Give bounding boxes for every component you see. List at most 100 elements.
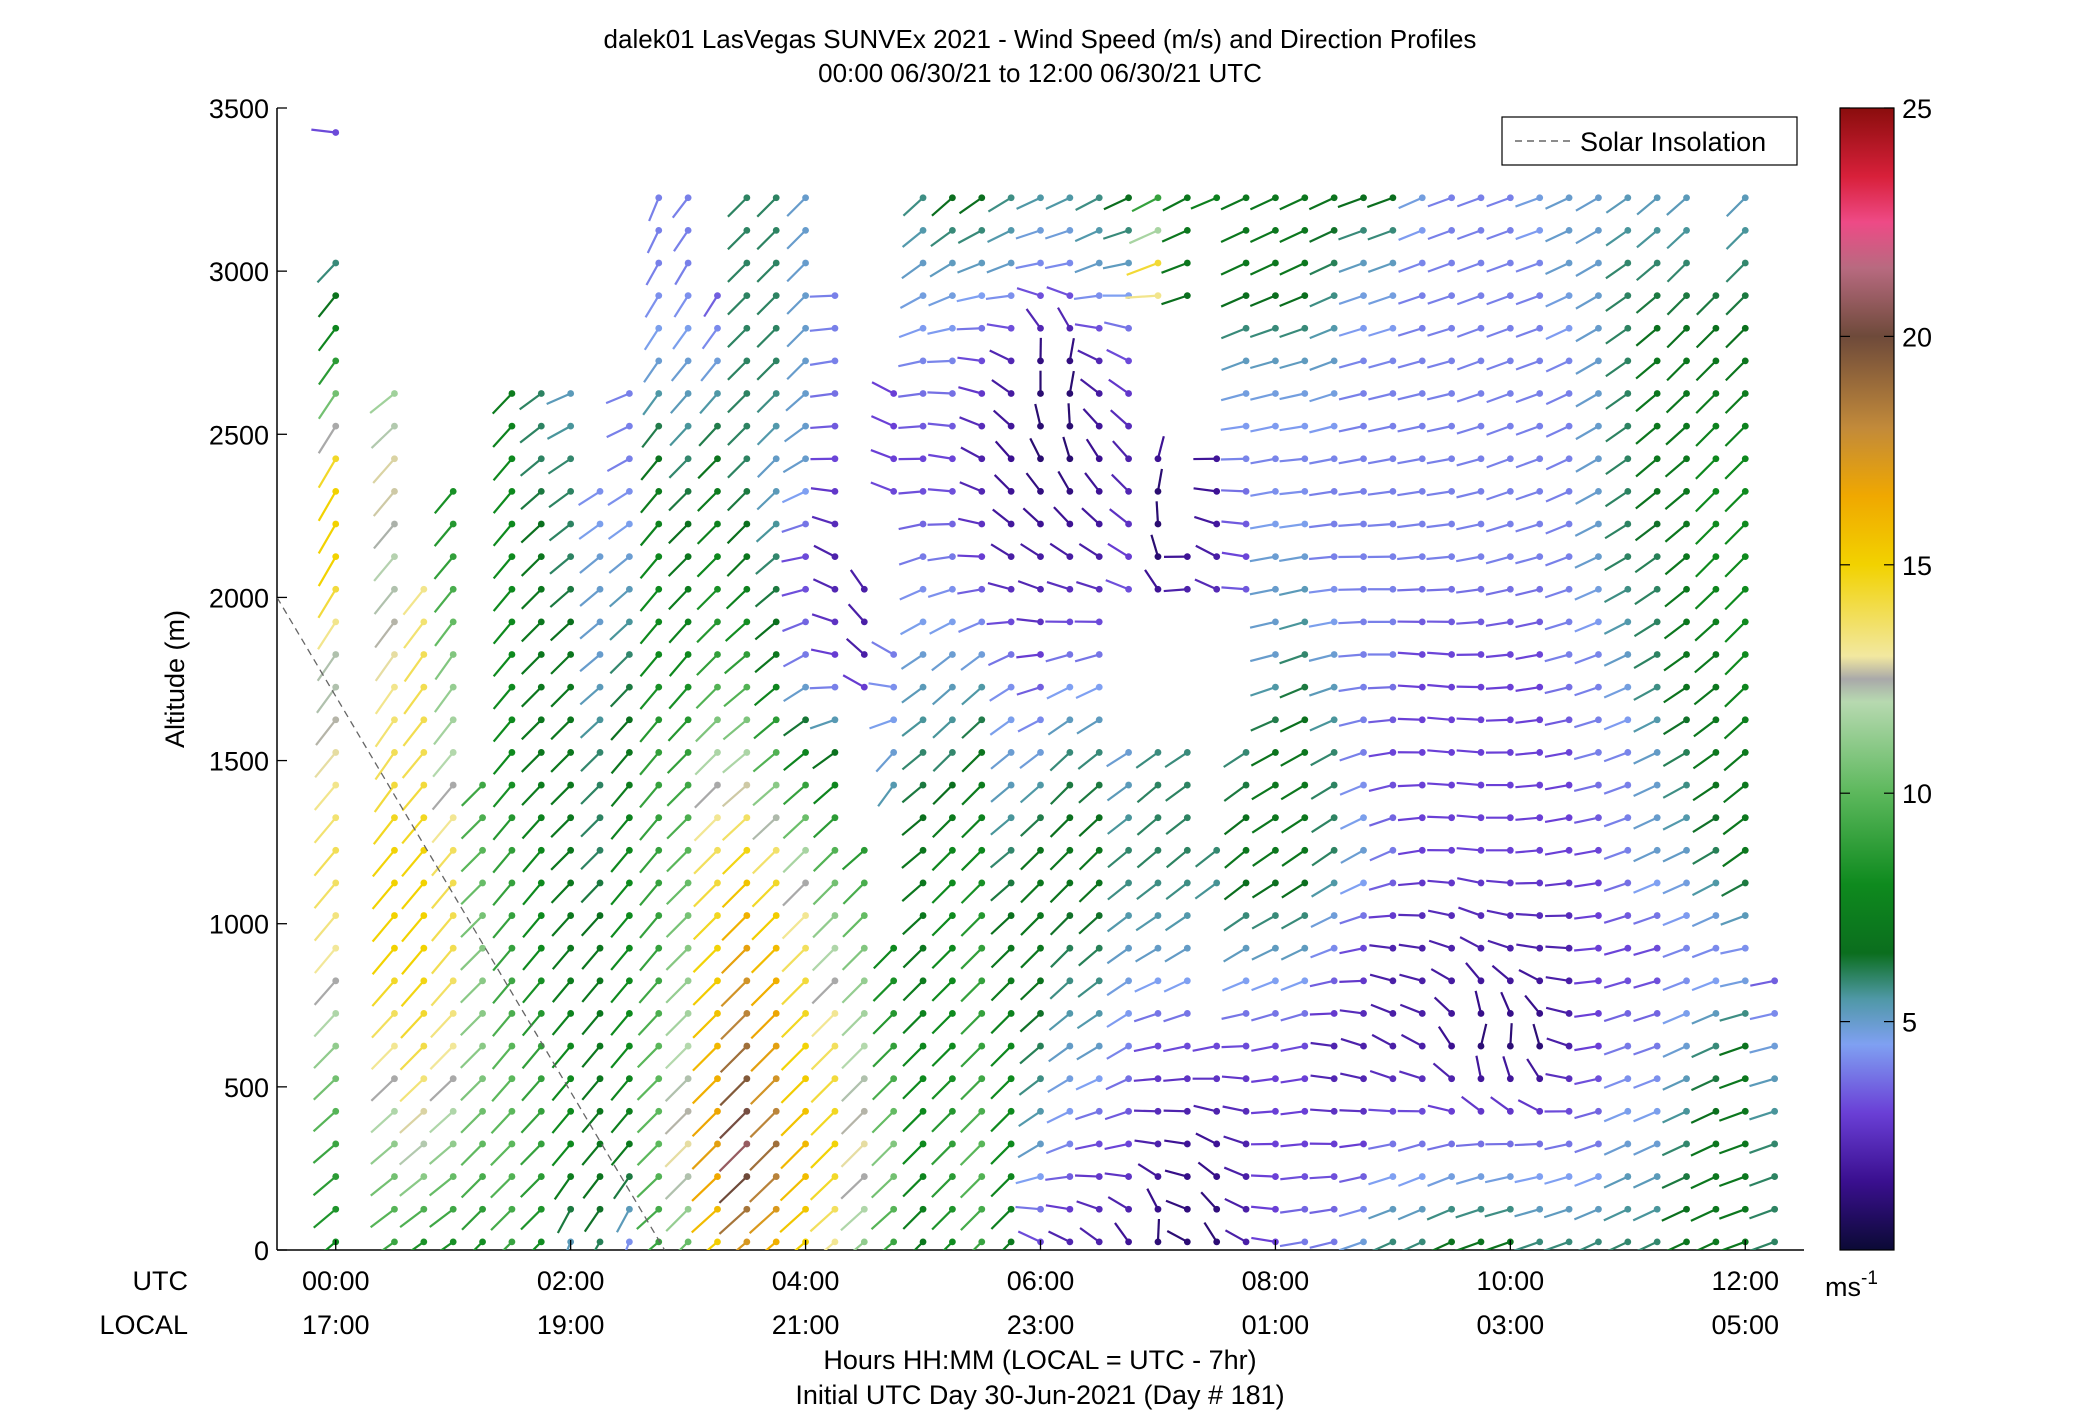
wind-barb-dot <box>1565 1010 1573 1017</box>
wind-barb-dot <box>332 912 340 919</box>
wind-barb <box>1456 620 1482 625</box>
wind-barb-dot <box>1536 683 1544 691</box>
wind-barb <box>754 653 777 674</box>
wind-barb <box>1664 588 1688 608</box>
wind-barb <box>959 416 983 428</box>
wind-barb <box>639 719 660 743</box>
wind-barb-dot <box>332 357 340 365</box>
wind-barb-dot <box>567 1075 575 1083</box>
wind-barb-dot <box>714 977 721 985</box>
wind-barb <box>1605 229 1629 247</box>
wind-barb <box>1020 816 1042 837</box>
wind-barb <box>986 323 1012 330</box>
wind-barb-dot <box>1536 879 1544 887</box>
wind-barb <box>610 882 631 906</box>
wind-barb-dot <box>714 1010 721 1017</box>
wind-barb <box>1605 425 1629 443</box>
wind-barb-dot <box>1712 487 1720 495</box>
wind-barb <box>373 523 396 550</box>
wind-barb <box>578 523 601 540</box>
wind-barb <box>812 849 836 873</box>
wind-barb <box>1194 882 1218 900</box>
wind-barb <box>1633 849 1658 863</box>
wind-barb-dot <box>391 781 398 789</box>
wind-barb <box>721 914 748 942</box>
wind-barb <box>703 295 719 318</box>
wind-barb-dot <box>479 977 486 985</box>
wind-barb-dot <box>1272 357 1279 365</box>
wind-barb <box>1575 294 1599 310</box>
wind-barb <box>492 816 513 841</box>
wind-barb <box>1369 973 1394 982</box>
wind-barb-dot <box>1389 455 1397 463</box>
wind-barb-dot <box>449 977 457 985</box>
x-axis-sublabel: Initial UTC Day 30-Jun-2021 (Day # 181) <box>795 1380 1284 1410</box>
wind-barb-dot <box>1360 618 1367 626</box>
wind-barb-dot <box>332 422 340 430</box>
wind-barb <box>1662 1110 1688 1124</box>
wind-barb <box>1165 784 1188 802</box>
wind-barb <box>1749 1175 1776 1187</box>
wind-barb <box>551 980 572 1003</box>
wind-barb <box>639 947 660 972</box>
wind-barb-dot <box>508 422 516 430</box>
wind-barb <box>433 719 455 746</box>
wind-barb-dot <box>596 1140 604 1148</box>
wind-barb <box>667 719 689 742</box>
wind-barb-dot <box>949 422 956 430</box>
wind-barb-dot <box>332 324 340 332</box>
wind-barb <box>1544 816 1570 823</box>
wind-barb-dot <box>537 977 545 985</box>
wind-barb <box>902 1012 924 1035</box>
wind-barb <box>550 686 572 708</box>
wind-barb <box>1068 338 1075 362</box>
wind-barb <box>607 523 631 540</box>
wind-barb-dot <box>1066 357 1074 365</box>
wind-barb-dot <box>449 520 457 528</box>
wind-barb-dot <box>1242 1107 1250 1115</box>
wind-barb-dot <box>1506 520 1514 528</box>
wind-barb-dot <box>1301 1173 1309 1180</box>
wind-barb <box>1308 196 1335 211</box>
wind-barb <box>1280 1175 1305 1181</box>
wind-barb <box>431 947 455 975</box>
wind-barb <box>1397 588 1423 592</box>
wind-barb <box>1251 979 1276 992</box>
wind-barb-dot <box>1506 226 1514 234</box>
wind-barb <box>374 719 396 748</box>
wind-barb <box>1543 1208 1570 1219</box>
wind-barb <box>927 359 953 364</box>
wind-barb-dot <box>1565 292 1573 300</box>
wind-barb <box>1049 751 1071 772</box>
wind-barb <box>1075 1110 1100 1121</box>
wind-barb <box>1545 522 1570 535</box>
wind-barb-dot <box>1653 977 1661 985</box>
wind-barb <box>579 686 601 706</box>
wind-barb <box>1427 651 1452 656</box>
wind-barb-dot <box>743 1173 751 1180</box>
wind-barb-dot <box>1330 226 1338 234</box>
wind-barb-dot <box>1360 1075 1367 1083</box>
wind-barb-dot <box>890 487 898 495</box>
wind-barb <box>693 816 719 842</box>
wind-barb <box>313 980 337 1006</box>
wind-barb <box>992 409 1012 427</box>
wind-barb <box>371 1012 396 1039</box>
wind-barb-dot <box>596 749 604 756</box>
wind-barb <box>786 294 807 315</box>
wind-barb <box>1636 229 1658 249</box>
wind-barb <box>1398 196 1423 210</box>
wind-barb-dot <box>1360 1238 1367 1246</box>
wind-barb-dot <box>1301 1238 1309 1246</box>
wind-barb <box>578 490 601 506</box>
wind-barb-dot <box>890 1042 898 1050</box>
wind-barb <box>502 1241 513 1250</box>
wind-barb-dot <box>449 781 457 789</box>
wind-barb-dot <box>655 716 663 724</box>
wind-barb <box>373 784 396 813</box>
wind-barb <box>490 1110 513 1135</box>
wind-barb <box>780 1077 807 1104</box>
wind-barb <box>720 980 748 1008</box>
wind-barb <box>1280 1077 1305 1084</box>
wind-barb-dot <box>802 879 809 887</box>
